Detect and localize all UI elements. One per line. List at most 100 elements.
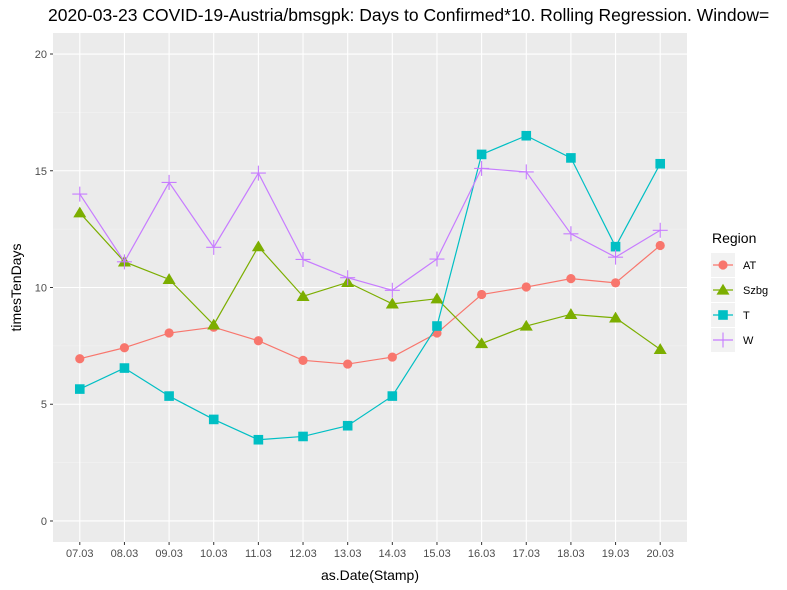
x-tick-label: 12.03 — [289, 548, 317, 560]
y-tick-label: 20 — [35, 49, 47, 61]
point-at — [253, 336, 263, 346]
point-t — [476, 149, 487, 160]
legend-item-at: AT — [711, 253, 757, 277]
series-at — [75, 240, 665, 369]
point-t — [298, 431, 308, 442]
point-at — [298, 355, 308, 365]
legend-label: AT — [743, 260, 757, 272]
point-t — [387, 391, 398, 401]
point-szbg — [296, 290, 310, 302]
legend-title: Region — [712, 230, 756, 246]
point-w — [652, 222, 668, 238]
point-t — [432, 321, 442, 331]
point-t — [119, 363, 130, 373]
point-t — [342, 420, 353, 431]
point-t — [521, 130, 532, 141]
point-szbg — [430, 292, 444, 304]
point-w — [206, 239, 222, 255]
legend-key-marker — [718, 260, 728, 270]
legend-label: Szbg — [743, 285, 768, 297]
x-axis-title: as.Date(Stamp) — [321, 567, 419, 583]
point-w — [161, 174, 177, 190]
point-at — [119, 343, 130, 353]
x-tick-label: 08.03 — [111, 548, 139, 560]
point-w — [116, 254, 132, 270]
y-axis-title: timesTenDays — [8, 244, 24, 332]
point-at — [521, 282, 531, 292]
point-szbg — [207, 318, 221, 330]
x-tick-label: 16.03 — [468, 548, 496, 560]
series-line-szbg — [79, 212, 661, 350]
point-t — [610, 241, 621, 252]
point-szbg — [609, 311, 623, 323]
legend-item-szbg: Szbg — [711, 278, 768, 302]
series-line-t — [79, 135, 661, 441]
chart-title: 2020-03-23 COVID-19-Austria/bmsgpk: Days… — [48, 5, 770, 25]
point-szbg — [385, 297, 399, 309]
point-szbg — [162, 273, 176, 284]
x-tick-label: 07.03 — [66, 548, 94, 560]
series-szbg — [73, 206, 667, 355]
legend-key-marker — [716, 283, 730, 295]
point-szbg — [564, 308, 578, 320]
point-szbg — [73, 206, 87, 218]
series-layer — [72, 130, 668, 445]
grid-major — [53, 33, 687, 542]
x-tick-label: 18.03 — [557, 548, 585, 560]
point-szbg — [251, 240, 265, 252]
series-line-at — [79, 245, 661, 365]
x-tick-label: 13.03 — [334, 548, 362, 560]
point-at — [343, 359, 353, 369]
point-t — [208, 414, 219, 425]
legend-item-t: T — [711, 303, 750, 327]
series-line-w — [79, 167, 661, 291]
point-at — [477, 289, 487, 300]
y-tick-label: 10 — [35, 283, 47, 295]
legend-item-w: W — [711, 328, 754, 352]
point-w — [384, 282, 400, 298]
series-t — [74, 130, 666, 445]
point-at — [655, 240, 665, 251]
legend-label: T — [743, 310, 750, 322]
x-tick-label: 17.03 — [513, 548, 541, 560]
point-w — [340, 270, 356, 286]
point-szbg — [475, 337, 489, 349]
point-at — [610, 278, 621, 288]
point-t — [253, 434, 264, 445]
legend-key-marker — [718, 310, 728, 320]
series-w — [72, 160, 668, 298]
point-t — [74, 384, 85, 394]
x-tick-label: 09.03 — [155, 548, 183, 560]
point-t — [655, 158, 666, 169]
x-tick-label: 19.03 — [602, 548, 630, 560]
point-szbg — [653, 343, 667, 355]
point-w — [608, 249, 624, 265]
point-t — [164, 391, 174, 401]
y-axis: 0 5 10 15 20 — [35, 49, 53, 528]
point-at — [75, 354, 85, 364]
point-w — [518, 164, 534, 180]
x-tick-label: 10.03 — [200, 548, 228, 560]
point-t — [566, 153, 576, 163]
point-w — [250, 165, 266, 181]
grid-minor — [53, 112, 687, 463]
point-w — [429, 251, 445, 267]
x-axis: 07.03 08.03 09.03 10.03 11.03 12.03 13.03 14.03… — [66, 542, 674, 560]
x-tick-label: 15.03 — [423, 548, 451, 560]
point-szbg — [519, 319, 533, 331]
point-at — [164, 328, 174, 338]
legend: Region AT Szbg T W — [711, 230, 768, 352]
y-tick-label: 0 — [41, 516, 47, 528]
point-at — [387, 352, 397, 362]
x-tick-label: 11.03 — [245, 548, 272, 560]
y-tick-label: 5 — [41, 399, 47, 411]
point-w — [72, 186, 88, 202]
x-tick-label: 14.03 — [379, 548, 407, 560]
legend-key-marker — [715, 332, 731, 348]
point-w — [474, 160, 490, 176]
y-tick-label: 15 — [35, 166, 47, 178]
legend-label: W — [743, 335, 754, 347]
point-w — [563, 226, 579, 242]
point-at — [566, 274, 576, 284]
